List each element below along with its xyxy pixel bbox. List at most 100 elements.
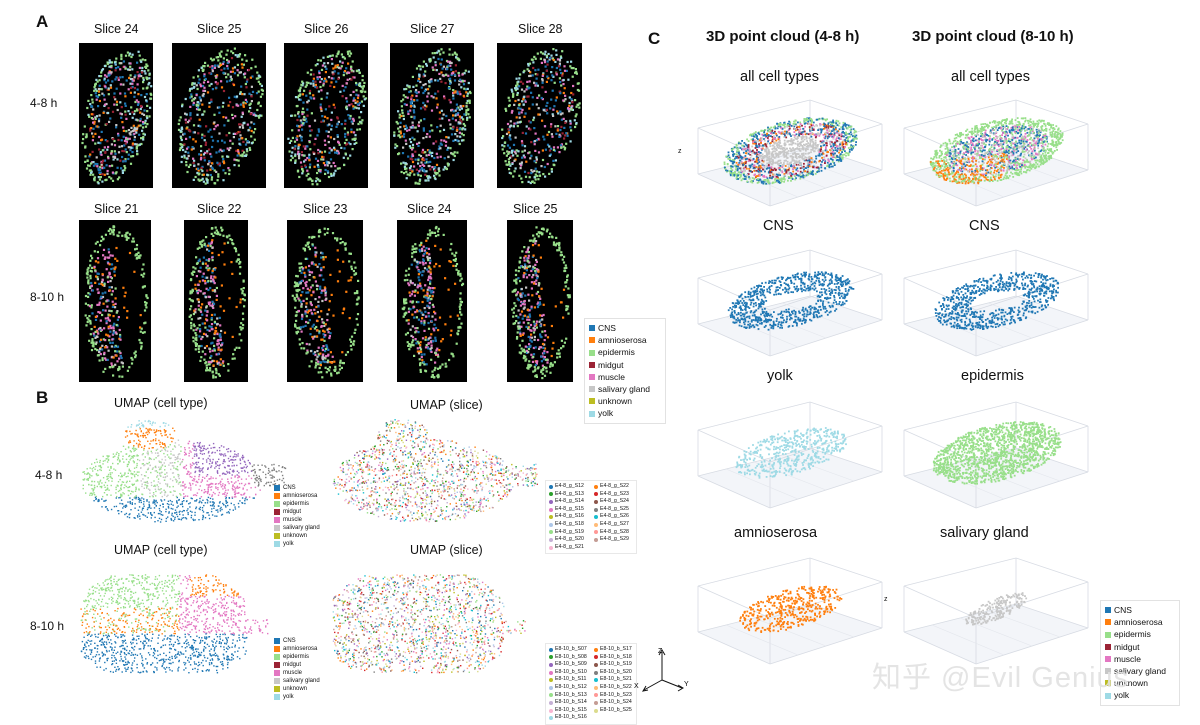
- legend-label: unknown: [283, 685, 307, 693]
- legend-label: salivary gland: [283, 677, 320, 685]
- legend-item: midgut: [274, 508, 320, 516]
- legend-swatch: [549, 671, 553, 675]
- legend-label: E8-10_b_S22: [600, 684, 632, 692]
- legend-label: E8-10_b_S18: [600, 654, 632, 662]
- legend-label: E4-8_g_S15: [555, 506, 584, 514]
- legend-label: E8-10_b_S25: [600, 707, 632, 715]
- slice-legend-item: E8-10_b_S09: [549, 661, 588, 669]
- legend-swatch: [274, 517, 280, 523]
- legend-label: CNS: [283, 637, 296, 645]
- legend-swatch: [549, 693, 553, 697]
- slice-legend-item: E4-8_g_S12: [549, 483, 588, 491]
- slice-legend-item: E4-8_g_S15: [549, 506, 588, 514]
- slice-image: [397, 220, 467, 382]
- z-axis-label: z: [678, 148, 682, 155]
- legend-label: unknown: [598, 395, 632, 407]
- legend-label: E4-8_g_S22: [600, 483, 629, 491]
- slice-image: [79, 43, 153, 188]
- legend-swatch: [594, 485, 598, 489]
- legend-swatch: [1105, 632, 1111, 638]
- legend-label: E8-10_b_S20: [600, 669, 632, 677]
- legend-label: amnioserosa: [283, 645, 317, 653]
- slice-legend-item: E8-10_b_S07: [549, 646, 588, 654]
- panel-b-row-label-8-10h: 8-10 h: [30, 619, 64, 633]
- point-cloud-all-4-8h: [690, 88, 890, 210]
- legend-swatch: [594, 701, 598, 705]
- slice-legend-item: E4-8_g_S27: [594, 521, 633, 529]
- legend-swatch: [594, 492, 598, 496]
- legend-item: amnioserosa: [274, 492, 320, 500]
- legend-swatch: [549, 523, 553, 527]
- slice-image: [287, 220, 363, 382]
- legend-label: E8-10_b_S23: [600, 692, 632, 700]
- legend-item: yolk: [274, 540, 320, 548]
- legend-label: E8-10_b_S14: [555, 699, 587, 707]
- slice-legend-item: E4-8_g_S26: [594, 513, 633, 521]
- slice-title: Slice 25: [197, 22, 241, 36]
- legend-item: CNS: [589, 322, 661, 334]
- legend-swatch: [549, 716, 553, 720]
- legend-swatch: [274, 525, 280, 531]
- legend-item: CNS: [274, 637, 320, 645]
- legend-swatch: [594, 671, 598, 675]
- legend-swatch: [589, 350, 595, 356]
- slice-legend-item: E4-8_g_S24: [594, 498, 633, 506]
- legend-label: epidermis: [283, 653, 309, 661]
- umap-title: UMAP (cell type): [114, 396, 208, 410]
- legend-swatch: [549, 663, 553, 667]
- legend-swatch: [549, 500, 553, 504]
- slice-legend-item: E4-8_g_S14: [549, 498, 588, 506]
- legend-item: epidermis: [1105, 628, 1175, 640]
- point-cloud-all-8-10h: [896, 88, 1096, 210]
- legend-label: muscle: [283, 516, 302, 524]
- cloud-title: CNS: [763, 218, 794, 234]
- point-cloud-epidermis-8-10h: [896, 390, 1096, 512]
- slice-legend-item: E8-10_b_S24: [594, 699, 633, 707]
- panel-a-row-label-4-8h: 4-8 h: [30, 96, 57, 110]
- legend-swatch: [594, 655, 598, 659]
- legend-swatch: [274, 686, 280, 692]
- slice-image: [390, 43, 474, 188]
- legend-label: E8-10_b_S19: [600, 661, 632, 669]
- legend-label: E8-10_b_S11: [555, 676, 586, 684]
- legend-swatch: [1105, 644, 1111, 650]
- slice-title: Slice 25: [513, 202, 557, 216]
- axis-z-label: Z: [658, 648, 663, 655]
- legend-label: E4-8_g_S19: [555, 529, 584, 537]
- legend-label: midgut: [283, 508, 301, 516]
- legend-swatch: [549, 648, 553, 652]
- slice-legend-item: [594, 714, 633, 722]
- legend-label: E4-8_g_S14: [555, 498, 584, 506]
- legend-label: E8-10_b_S17: [600, 646, 632, 654]
- legend-label: midgut: [283, 661, 301, 669]
- legend-item: muscle: [589, 371, 661, 383]
- legend-label: E8-10_b_S10: [555, 669, 587, 677]
- legend-label: yolk: [283, 693, 294, 701]
- legend-swatch: [274, 662, 280, 668]
- legend-swatch: [594, 686, 598, 690]
- legend-label: CNS: [283, 484, 296, 492]
- legend-label: yolk: [283, 540, 294, 548]
- slice-image: [507, 220, 573, 382]
- legend-item: epidermis: [274, 653, 320, 661]
- legend-label: E4-8_g_S27: [600, 521, 629, 529]
- legend-label: amnioserosa: [283, 492, 317, 500]
- panel-c-letter: C: [648, 29, 660, 49]
- legend-swatch: [549, 709, 553, 713]
- legend-swatch: [589, 374, 595, 380]
- umap-slice-4-8h: [326, 414, 542, 524]
- slice-title: Slice 23: [303, 202, 347, 216]
- slice-title: Slice 27: [410, 22, 454, 36]
- legend-item: midgut: [1105, 641, 1175, 653]
- legend-label: CNS: [1114, 604, 1132, 616]
- cloud-title: yolk: [767, 368, 793, 384]
- legend-item: salivary gland: [274, 677, 320, 685]
- point-cloud-cns-8-10h: [896, 238, 1096, 360]
- legend-label: E8-10_b_S07: [555, 646, 587, 654]
- legend-label: epidermis: [1114, 628, 1151, 640]
- slice-legend-item: E4-8_g_S18: [549, 521, 588, 529]
- legend-label: E4-8_g_S29: [600, 536, 629, 544]
- legend-label: E4-8_g_S23: [600, 491, 629, 499]
